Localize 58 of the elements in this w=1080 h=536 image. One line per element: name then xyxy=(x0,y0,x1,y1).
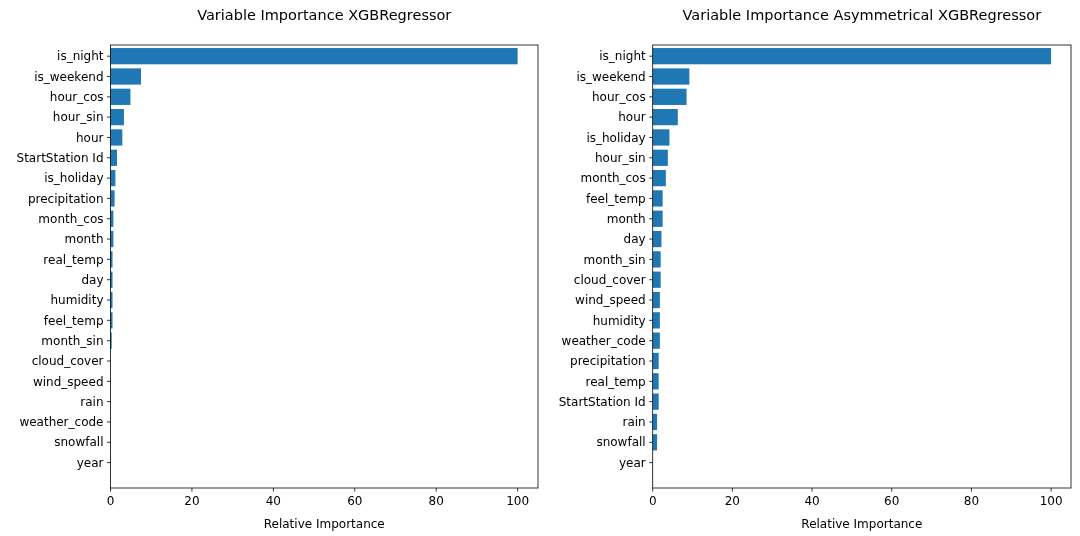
x-tick-label: 40 xyxy=(265,494,281,508)
y-tick-label: month xyxy=(64,232,104,247)
y-tick-label: precipitation xyxy=(27,191,104,206)
y-tick-label: day xyxy=(623,232,646,247)
x-tick-label: 80 xyxy=(963,494,980,508)
y-tick-label: weather_code xyxy=(19,415,104,430)
x-tick-label: 80 xyxy=(428,494,444,508)
y-tick-label: snowfall xyxy=(54,435,104,450)
y-tick-label: month_cos xyxy=(38,211,104,226)
y-tick-label: month xyxy=(606,211,646,226)
y-tick-label: day xyxy=(81,272,104,287)
x-tick-label: 100 xyxy=(506,494,530,508)
y-tick-label: year xyxy=(618,455,646,470)
y-tick-label: real_temp xyxy=(585,374,646,389)
y-tick-label: hour xyxy=(76,130,104,145)
y-tick-label: cloud_cover xyxy=(573,272,646,287)
y-tick-label: is_night xyxy=(599,49,646,64)
y-tick-label: weather_code xyxy=(561,333,646,348)
y-tick-label: month_sin xyxy=(583,252,646,267)
y-tick-label: month_sin xyxy=(41,333,104,348)
y-tick-label: snowfall xyxy=(596,435,646,450)
x-tick-label: 20 xyxy=(724,494,741,508)
y-tick-label: hour_sin xyxy=(595,150,646,165)
y-tick-label: is_weekend xyxy=(576,69,646,84)
y-tick-label: precipitation xyxy=(570,354,646,369)
x-axis-title: Relative Importance xyxy=(263,517,385,531)
x-tick-label: 0 xyxy=(648,494,657,508)
y-tick-label: rain xyxy=(80,394,104,409)
y-tick-label: hour xyxy=(618,110,646,125)
x-tick-label: 20 xyxy=(184,494,200,508)
y-tick-label: wind_speed xyxy=(32,374,104,389)
y-tick-label: year xyxy=(76,455,104,470)
x-tick-label: 0 xyxy=(106,494,115,508)
y-tick-label: humidity xyxy=(50,293,104,308)
y-tick-label: month_cos xyxy=(580,171,646,186)
y-tick-label: StartStation Id xyxy=(16,150,104,165)
y-tick-label: hour_sin xyxy=(52,110,104,125)
x-tick-label: 100 xyxy=(1039,494,1063,508)
y-tick-label: StartStation Id xyxy=(558,394,646,409)
x-tick-label: 60 xyxy=(347,494,363,508)
x-tick-label: 60 xyxy=(884,494,900,508)
y-tick-label: feel_temp xyxy=(585,191,646,206)
y-tick-label: rain xyxy=(622,415,646,430)
x-axis-title: Relative Importance xyxy=(801,517,923,531)
y-tick-label: is_weekend xyxy=(34,69,104,84)
y-tick-label: feel_temp xyxy=(43,313,104,328)
chart-title: Variable Importance Asymmetrical XGBRegressor xyxy=(682,7,1042,23)
y-tick-label: is_holiday xyxy=(586,130,646,145)
chart-title: Variable Importance XGBRegressor xyxy=(197,7,452,23)
y-tick-label: humidity xyxy=(592,313,646,328)
y-tick-label: is_night xyxy=(57,49,104,64)
x-tick-label: 40 xyxy=(804,494,820,508)
y-tick-label: wind_speed xyxy=(575,293,646,308)
y-tick-label: real_temp xyxy=(43,252,104,267)
y-tick-label: is_holiday xyxy=(44,171,104,186)
y-tick-label: cloud_cover xyxy=(31,354,104,369)
y-tick-label: hour_cos xyxy=(592,90,646,105)
y-tick-label: hour_cos xyxy=(49,90,104,105)
